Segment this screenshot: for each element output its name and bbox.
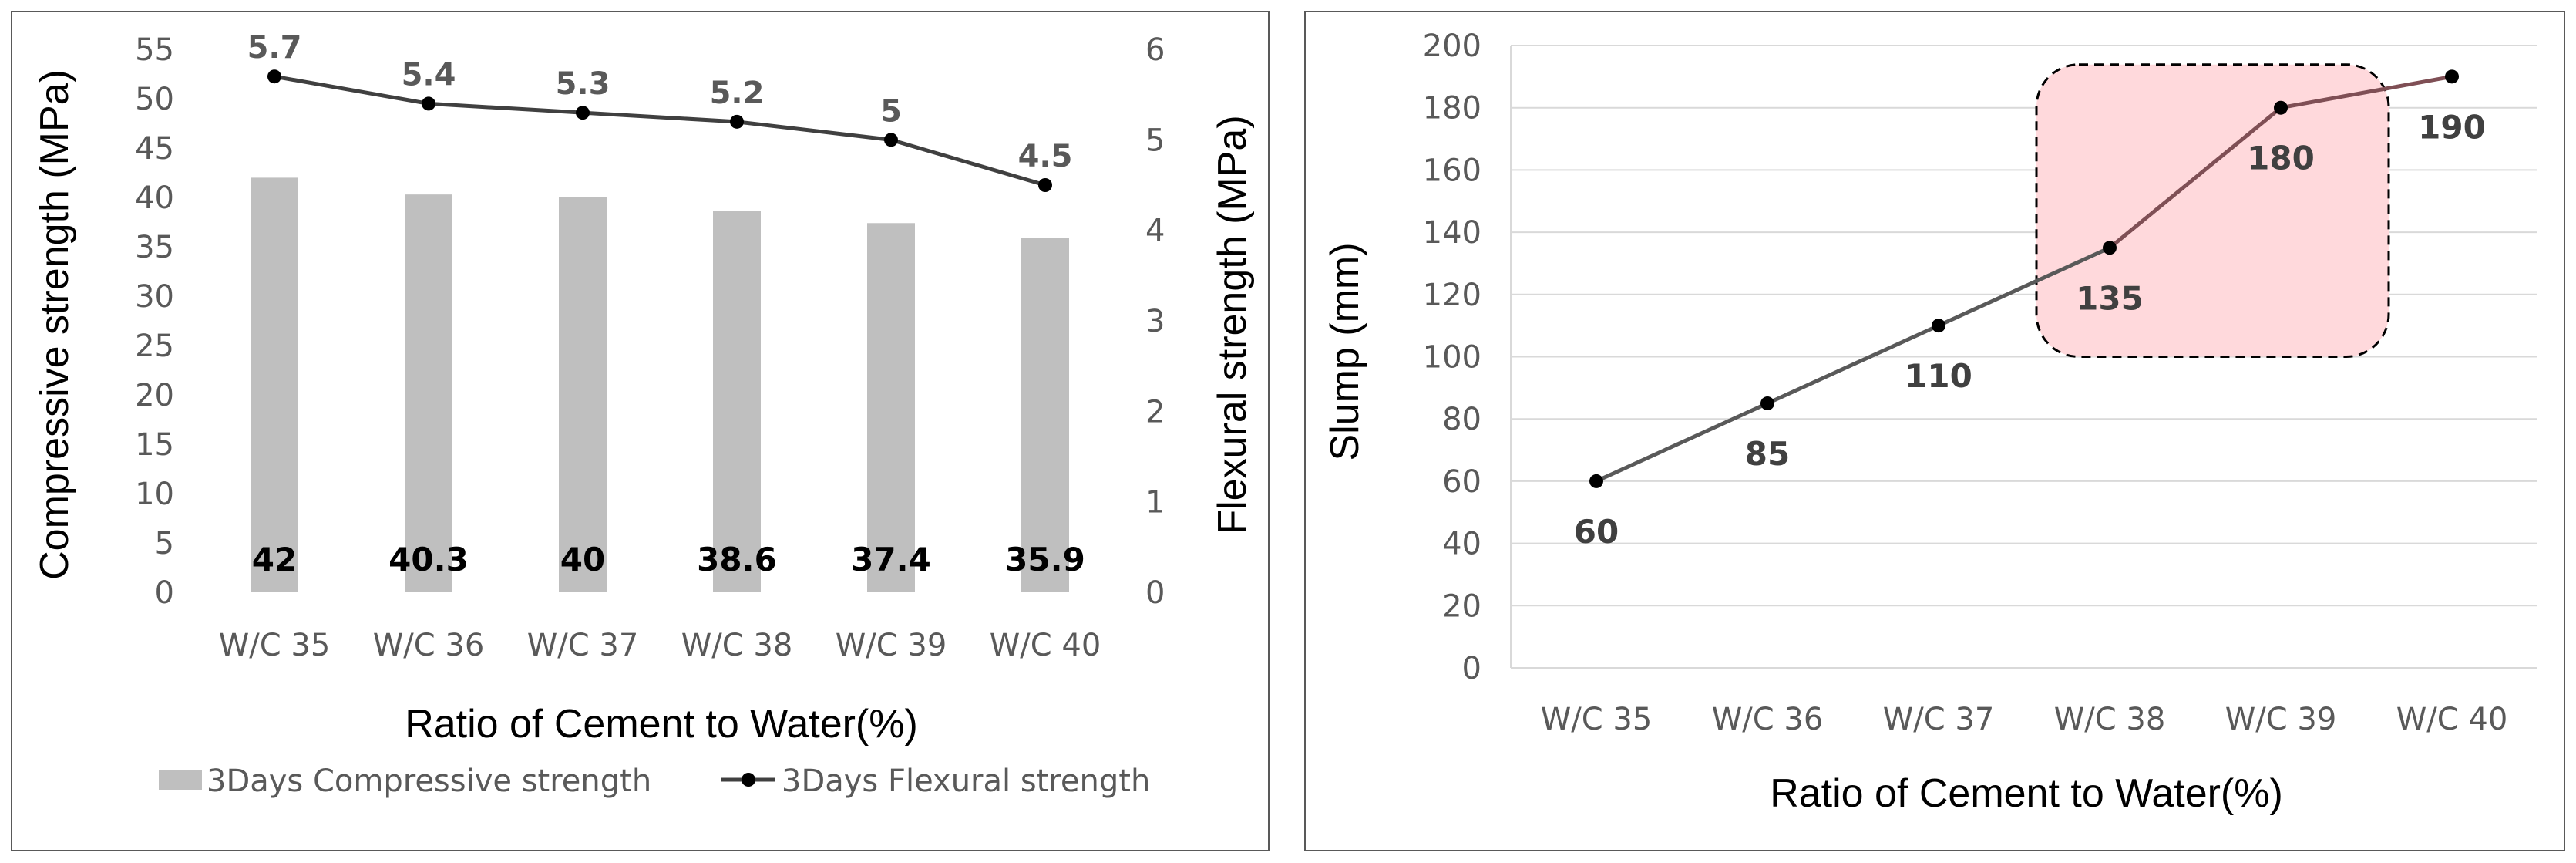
slump-x-axis-title: Ratio of Cement to Water(%) — [1770, 771, 2283, 816]
left-y-tick-label: 5 — [155, 526, 174, 561]
right-y-tick-label: 1 — [1145, 485, 1165, 521]
flexural-point — [422, 96, 435, 111]
left-y-axis-title: Compressive strength (MPa) — [32, 69, 77, 580]
flexural-point — [884, 133, 898, 147]
legend-bar-label: 3Days Compressive strength — [207, 764, 651, 799]
right-y-tick-label: 2 — [1145, 394, 1165, 430]
right-y-tick-label: 4 — [1145, 214, 1165, 249]
flexural-point — [267, 69, 281, 84]
left-y-tick-label: 20 — [135, 378, 174, 413]
slump-y-tick-label: 80 — [1442, 402, 1481, 437]
left-y-tick-label: 50 — [135, 82, 174, 117]
flexural-point — [730, 114, 744, 129]
flexural-value-label: 4.5 — [1018, 139, 1073, 174]
left-y-tick-label: 25 — [135, 329, 174, 364]
right-y-axis-title: Flexural strength (MPa) — [1210, 115, 1255, 534]
slump-value-label: 85 — [1745, 435, 1790, 473]
slump-value-label: 135 — [2076, 279, 2144, 317]
slump-y-tick-label: 60 — [1442, 464, 1481, 500]
slump-y-tick-label: 40 — [1442, 527, 1481, 562]
left-x-tick-label: W/C 40 — [990, 628, 1101, 663]
legend: 3Days Compressive strength 3Days Flexura… — [159, 764, 1150, 799]
left-y-tick-label: 10 — [135, 477, 174, 512]
slump-chart-panel: 0 20 40 60 80 100 120 140 160 180 200 60 85 110 135 18… — [1304, 11, 2565, 851]
slump-x-tick-label: W/C 37 — [1883, 702, 1995, 737]
slump-value-label: 190 — [2418, 108, 2486, 146]
compressive-value-label: 35.9 — [1005, 541, 1085, 578]
left-x-tick-label: W/C 36 — [373, 628, 485, 663]
flexural-value-label: 5 — [880, 93, 902, 129]
left-y-tick-label: 15 — [135, 427, 174, 463]
slump-y-tick-label: 200 — [1423, 29, 1481, 64]
legend-line-marker — [742, 773, 755, 787]
slump-y-tick-label: 0 — [1462, 651, 1481, 686]
slump-point — [2445, 69, 2459, 84]
slump-x-tick-label: W/C 35 — [1541, 702, 1653, 737]
left-y-tick-label: 30 — [135, 279, 174, 315]
slump-y-tick-label: 120 — [1423, 278, 1481, 313]
compressive-bar — [405, 194, 452, 592]
left-x-tick-label: W/C 35 — [219, 628, 331, 663]
slump-y-tick-label: 100 — [1423, 340, 1481, 376]
compressive-bar — [251, 177, 298, 592]
left-x-tick-label: W/C 38 — [681, 628, 793, 663]
right-y-tick-label: 3 — [1145, 304, 1165, 339]
slump-point — [1932, 319, 1945, 333]
left-x-tick-label: W/C 39 — [836, 628, 947, 663]
slump-y-tick-label: 20 — [1442, 588, 1481, 624]
left-x-tick-label: W/C 37 — [527, 628, 639, 663]
slump-chart: 0 20 40 60 80 100 120 140 160 180 200 60 85 110 135 18… — [1323, 29, 2537, 816]
right-y-tick-label: 6 — [1145, 32, 1165, 68]
compressive-value-label: 40.3 — [388, 541, 469, 578]
compressive-value-label: 40 — [560, 541, 605, 578]
flexural-point — [1038, 178, 1052, 192]
right-y-tick-label: 0 — [1145, 575, 1165, 611]
compressive-bar — [867, 223, 915, 592]
slump-y-axis-title: Slump (mm) — [1323, 242, 1367, 460]
flexural-value-label: 5.2 — [710, 76, 765, 111]
left-y-tick-label: 40 — [135, 180, 174, 216]
slump-point — [2103, 241, 2117, 255]
flexural-line — [274, 74, 1046, 187]
legend-bar-swatch — [159, 770, 202, 790]
compressive-value-label: 42 — [252, 541, 297, 578]
left-y-tick-label: 35 — [135, 230, 174, 265]
slump-y-tick-label: 180 — [1423, 91, 1481, 126]
compressive-bar — [559, 197, 607, 592]
slump-value-label: 60 — [1574, 513, 1619, 551]
flexural-value-label: 5.4 — [402, 57, 456, 93]
slump-line — [1595, 245, 2111, 484]
compressive-bar — [1021, 238, 1069, 592]
left-x-axis-title: Ratio of Cement to Water(%) — [405, 702, 918, 747]
slump-point — [2274, 100, 2288, 115]
slump-x-tick-label: W/C 38 — [2054, 702, 2166, 737]
flexural-value-label: 5.3 — [556, 66, 610, 102]
compressive-value-label: 38.6 — [697, 541, 777, 578]
slump-point — [1589, 474, 1603, 488]
flexural-point — [576, 106, 590, 120]
slump-x-tick-label: W/C 36 — [1712, 702, 1824, 737]
slump-y-tick-label: 140 — [1423, 215, 1481, 251]
compressive-bar — [713, 211, 761, 592]
slump-value-label: 180 — [2247, 140, 2315, 177]
highlight-region — [2035, 63, 2390, 358]
slump-value-label: 110 — [1905, 357, 1972, 395]
compressive-value-label: 37.4 — [851, 541, 931, 578]
slump-x-tick-label: W/C 40 — [2396, 702, 2508, 737]
slump-point — [1760, 396, 1774, 411]
slump-y-tick-label: 160 — [1423, 153, 1481, 188]
left-y-tick-label: 45 — [135, 131, 174, 167]
slump-x-tick-label: W/C 39 — [2225, 702, 2337, 737]
left-y-tick-label: 0 — [155, 575, 174, 611]
right-y-tick-label: 5 — [1145, 123, 1165, 158]
left-y-tick-label: 55 — [135, 32, 174, 68]
legend-line-label: 3Days Flexural strength — [782, 764, 1150, 799]
flexural-value-label: 5.7 — [247, 30, 302, 66]
